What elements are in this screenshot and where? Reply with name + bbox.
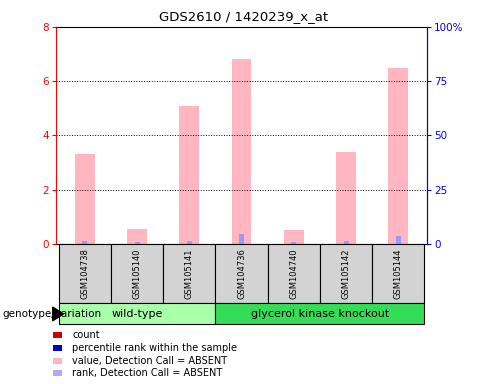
Text: rank, Detection Call = ABSENT: rank, Detection Call = ABSENT [72, 368, 223, 378]
Text: GSM104736: GSM104736 [237, 248, 246, 299]
Bar [75, 154, 95, 244]
Bar [320, 244, 372, 303]
Bar [59, 244, 111, 303]
Polygon shape [53, 307, 63, 321]
Bar [82, 241, 87, 244]
Text: GSM105142: GSM105142 [342, 248, 350, 299]
Bar [127, 229, 147, 244]
Bar [111, 244, 163, 303]
Text: GSM105141: GSM105141 [185, 248, 194, 299]
Text: count: count [72, 330, 100, 340]
Bar [336, 152, 356, 244]
Text: percentile rank within the sample: percentile rank within the sample [72, 343, 237, 353]
Text: glycerol kinase knockout: glycerol kinase knockout [251, 309, 389, 319]
Bar [53, 358, 62, 364]
Bar [187, 241, 192, 244]
Bar [388, 68, 408, 244]
Bar [59, 303, 215, 324]
Bar [268, 244, 320, 303]
Bar [396, 236, 401, 244]
Bar [239, 234, 244, 244]
Text: GDS2610 / 1420239_x_at: GDS2610 / 1420239_x_at [160, 10, 328, 23]
Text: GSM104740: GSM104740 [289, 248, 298, 299]
Bar [291, 242, 296, 244]
Bar [284, 230, 304, 244]
Bar [344, 241, 348, 244]
Bar [232, 60, 251, 244]
Bar [372, 244, 425, 303]
Text: GSM104738: GSM104738 [81, 248, 89, 299]
Bar [53, 332, 62, 338]
Text: genotype/variation: genotype/variation [2, 309, 102, 319]
Bar [135, 242, 140, 244]
Text: GSM105140: GSM105140 [133, 248, 142, 299]
Bar [215, 303, 425, 324]
Bar [180, 106, 199, 244]
Text: GSM105144: GSM105144 [394, 248, 403, 299]
Bar [215, 244, 268, 303]
Bar [53, 370, 62, 376]
Bar [163, 244, 215, 303]
Text: value, Detection Call = ABSENT: value, Detection Call = ABSENT [72, 356, 227, 366]
Bar [53, 345, 62, 351]
Text: wild-type: wild-type [111, 309, 163, 319]
